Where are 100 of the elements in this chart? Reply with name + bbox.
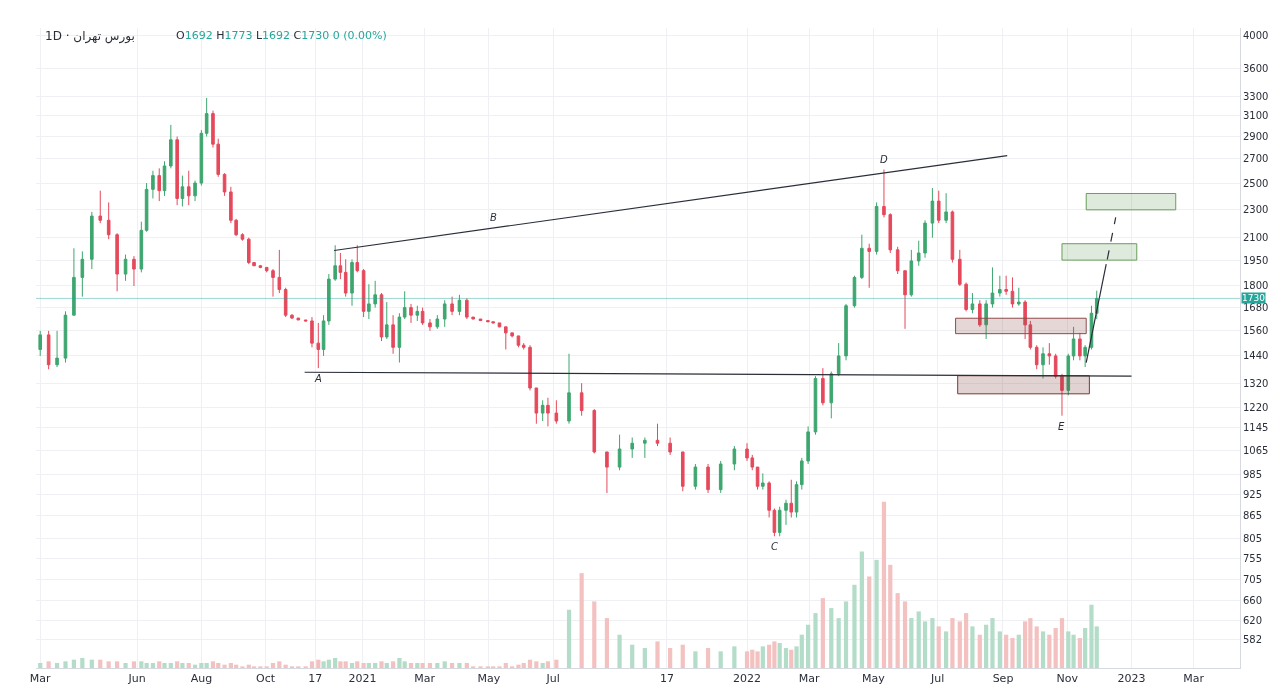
bar xyxy=(464,663,469,668)
bar xyxy=(964,613,969,668)
candlestick xyxy=(106,201,111,240)
bar xyxy=(71,659,77,668)
y-tick-label: 3100 xyxy=(1243,110,1269,122)
bar xyxy=(175,661,180,668)
bar xyxy=(936,626,941,668)
candlestick xyxy=(384,301,389,340)
candlestick xyxy=(592,408,597,454)
bar xyxy=(80,658,85,668)
annotation: C xyxy=(771,541,778,552)
bar xyxy=(361,663,366,668)
bar xyxy=(139,661,144,668)
bar xyxy=(316,659,321,668)
bar xyxy=(655,641,660,668)
bar xyxy=(277,661,282,668)
bar xyxy=(1004,634,1009,668)
candlestick xyxy=(186,170,191,206)
candlestick xyxy=(874,201,879,256)
candlestick xyxy=(1066,353,1071,396)
bar xyxy=(144,663,149,668)
candlestick xyxy=(755,466,760,491)
bar xyxy=(693,651,698,668)
candlestick xyxy=(1041,346,1045,379)
candlestick xyxy=(367,283,371,320)
candlestick xyxy=(693,463,698,491)
bar xyxy=(997,631,1002,668)
bar xyxy=(859,551,864,668)
y-tick-label: 705 xyxy=(1243,574,1263,586)
candlestick xyxy=(936,190,941,224)
x-tick-label: 2022 xyxy=(733,672,762,686)
candlestick xyxy=(310,316,314,348)
candlestick xyxy=(343,258,348,298)
candlestick xyxy=(442,299,447,328)
candlestick xyxy=(860,234,864,280)
bar xyxy=(162,663,167,668)
bar xyxy=(777,643,782,668)
bar xyxy=(829,608,834,668)
y-tick-label: 2300 xyxy=(1243,203,1269,215)
bar xyxy=(420,663,425,668)
candlestick xyxy=(761,472,765,491)
bar xyxy=(922,621,928,668)
y-tick-label: 660 xyxy=(1243,594,1263,606)
candlestick xyxy=(457,294,462,316)
bar xyxy=(168,663,173,668)
bar xyxy=(384,663,389,668)
bar xyxy=(760,646,765,668)
candlestick xyxy=(655,423,660,447)
bar xyxy=(1010,638,1015,668)
candlestick xyxy=(964,282,968,312)
bar xyxy=(157,661,162,668)
bar xyxy=(442,661,447,668)
x-tick-label: May xyxy=(477,672,501,686)
y-tick-label: 3600 xyxy=(1243,63,1269,75)
bar xyxy=(718,651,723,668)
candlestick xyxy=(338,252,343,280)
bar xyxy=(379,661,384,668)
candlestick xyxy=(283,287,288,318)
x-tick-label: Mar xyxy=(798,672,821,686)
bar xyxy=(115,661,120,668)
y-tick-label: 2100 xyxy=(1243,232,1269,244)
bar xyxy=(435,663,440,668)
y-tick-label: 925 xyxy=(1243,489,1263,501)
bar xyxy=(131,661,137,668)
candlestick xyxy=(157,167,162,202)
candlestick xyxy=(540,399,545,422)
y-tick-label: 805 xyxy=(1243,532,1263,544)
candlestick xyxy=(151,170,155,199)
bar xyxy=(1047,634,1052,668)
candlestick xyxy=(546,397,550,427)
annotation: E xyxy=(1058,421,1065,432)
y-tick-label: 1950 xyxy=(1243,255,1269,267)
bar xyxy=(210,661,216,668)
candlestick xyxy=(970,292,975,314)
x-tick-label: 17 xyxy=(659,672,674,686)
bar xyxy=(333,658,338,668)
candlestick xyxy=(882,169,886,218)
bar xyxy=(457,663,462,668)
y-tick-label: 1680 xyxy=(1243,302,1269,314)
candlestick xyxy=(420,307,425,326)
candlestick xyxy=(821,367,825,406)
candlestick xyxy=(90,211,94,270)
x-tick-label: Mar xyxy=(1183,672,1205,686)
candlestick xyxy=(296,317,301,321)
candlestick xyxy=(706,463,710,494)
candlestick xyxy=(567,353,571,425)
bar xyxy=(63,661,68,668)
candlestick xyxy=(923,219,927,259)
candlestick xyxy=(72,247,76,316)
candlestick xyxy=(316,322,321,369)
candlestick xyxy=(204,97,209,138)
x-tick-label: Mar xyxy=(414,672,436,686)
bar xyxy=(427,663,433,668)
candlestick xyxy=(789,479,794,518)
bar xyxy=(449,663,455,668)
y-tick-label: 1440 xyxy=(1243,350,1269,362)
bar xyxy=(180,663,185,668)
bar xyxy=(789,649,794,668)
bar xyxy=(355,661,360,668)
candlestick xyxy=(978,299,982,328)
